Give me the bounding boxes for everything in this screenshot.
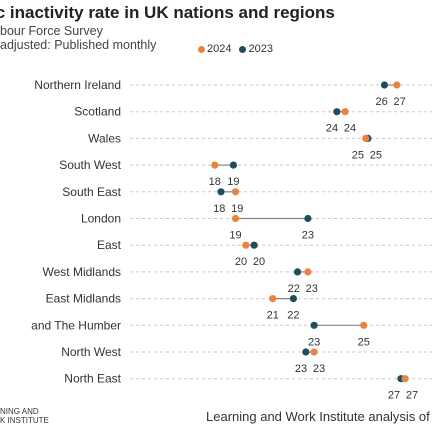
value-label-london-1: 19 [229,230,241,242]
point-2023-and-the-humber [310,321,318,329]
value-label-west-midlands-2: 23 [306,283,318,295]
value-label-east-midlands-2: 22 [287,310,299,322]
point-2023-north-west [302,348,310,356]
value-label-london-2: 23 [302,230,314,242]
value-label-north-east-2: 27 [406,390,418,402]
category-label-south-west: South West [59,158,121,172]
point-2024-northern-ireland [393,81,401,89]
category-label-london: London [81,212,121,226]
point-2023-west-midlands [293,268,302,276]
category-label-south-east: South East [62,185,121,199]
category-label-north-west: North West [61,345,121,359]
value-label-west-midlands-1: 22 [288,283,300,295]
value-label-east-1: 20 [235,256,247,268]
value-label-and-the-humber-2: 25 [358,336,370,348]
point-2024-east-midlands [269,295,277,303]
category-label-northern-ireland: Northern Ireland [34,78,121,92]
value-label-and-the-humber-1: 23 [308,336,320,348]
source-note: Learning and Work Institute analysis of [206,409,430,424]
value-label-north-east-1: 27 [388,390,400,402]
point-2024-london [231,214,240,223]
value-label-north-west-1: 23 [295,363,307,375]
logo-text: NING AND K INSTITUTE [0,407,49,425]
chart-subtitle: bour Force Survey [0,24,103,38]
point-2024-scotland [341,108,349,116]
value-label-south-west-1: 18 [209,176,221,188]
point-2023-east [250,241,258,249]
value-label-east-2: 20 [253,256,265,268]
value-label-south-west-2: 19 [227,176,239,188]
point-2024-north-east [401,375,409,383]
point-2024-south-west [211,161,219,169]
point-2023-scotland [333,108,341,116]
legend-item-2024: 2024 [198,43,231,55]
value-label-north-west-2: 23 [313,363,325,375]
category-label-north-east: North East [64,372,121,386]
point-2024-west-midlands [304,268,312,276]
value-label-south-east-2: 19 [231,203,243,215]
point-2023-south-east [217,188,225,196]
point-2023-east-midlands [289,295,298,303]
point-2023-south-west [229,161,238,169]
value-label-northern-ireland-2: 27 [394,96,406,108]
legend: 2024 2023 [198,43,273,55]
point-2024-wales [362,134,370,142]
point-2023-northern-ireland [380,81,389,89]
legend-swatch-2024 [198,45,205,53]
legend-label-2023: 2023 [248,43,273,55]
category-label-west-midlands: West Midlands [43,265,121,279]
category-label-east-midlands: East Midlands [46,292,121,306]
chart-subtitle-2: adjusted: Published monthly [0,38,157,52]
legend-item-2023: 2023 [239,43,273,55]
point-2024-north-west [310,348,318,356]
category-label-wales: Wales [88,131,121,145]
point-2023-london [304,214,312,223]
category-label-and-the-humber: and The Humber [31,318,121,332]
point-2024-east [242,241,250,249]
legend-swatch-2023 [239,45,247,53]
value-label-south-east-1: 18 [213,203,225,215]
point-2024-south-east [231,188,240,196]
value-label-northern-ireland-1: 26 [376,96,388,108]
point-2024-and-the-humber [360,321,368,329]
legend-label-2024: 2024 [207,43,232,55]
category-label-scotland: Scotland [74,105,121,119]
category-label-east: East [97,238,122,252]
value-label-wales-1: 25 [352,149,364,161]
value-label-east-midlands-1: 21 [267,310,279,322]
value-label-scotland-2: 24 [344,123,356,135]
value-label-scotland-1: 24 [326,123,338,135]
chart-title: ic inactivity rate in UK nations and reg… [0,3,335,22]
value-label-wales-2: 25 [370,149,382,161]
